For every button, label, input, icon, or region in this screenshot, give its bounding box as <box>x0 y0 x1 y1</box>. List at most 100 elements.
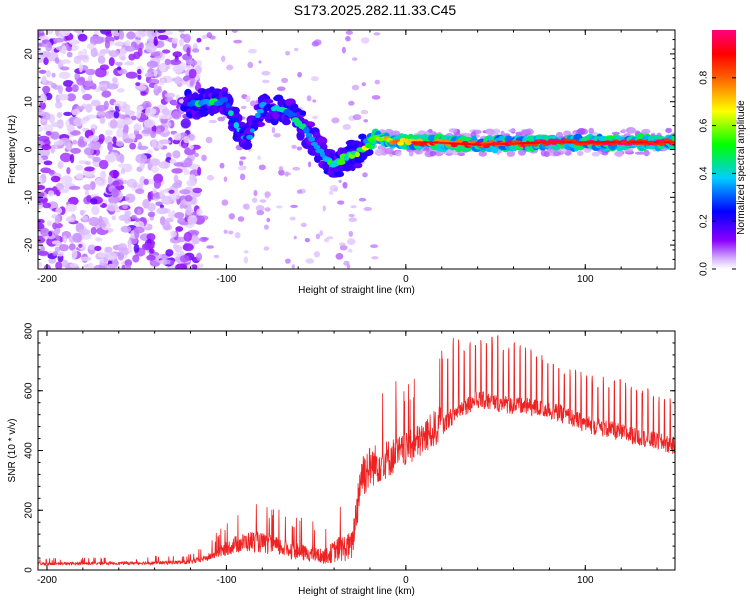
noise-blob <box>285 50 291 56</box>
noise-blob <box>94 245 102 252</box>
noise-blob <box>171 209 176 220</box>
noise-blob <box>247 61 254 69</box>
noise-blob <box>339 242 346 247</box>
noise-blob <box>141 243 154 251</box>
noise-blob <box>39 101 46 111</box>
noise-blob <box>360 37 370 44</box>
noise-blob <box>159 189 165 199</box>
noise-blob <box>147 211 156 218</box>
noise-blob <box>51 240 61 245</box>
noise-blob <box>263 224 269 230</box>
noise-blob <box>348 100 355 106</box>
noise-blob <box>591 151 600 157</box>
noise-blob <box>54 246 61 253</box>
noise-blob <box>105 153 117 162</box>
noise-blob <box>178 30 186 33</box>
noise-blob <box>38 223 45 230</box>
noise-blob <box>164 92 176 98</box>
noise-blob <box>60 152 72 163</box>
noise-blob <box>341 46 346 54</box>
noise-blob <box>417 130 427 136</box>
noise-blob <box>108 195 120 204</box>
noise-blob <box>98 223 107 228</box>
colorbar-tick-label: 0.6 <box>699 118 710 132</box>
noise-blob <box>621 128 626 134</box>
noise-blob <box>38 245 42 253</box>
noise-blob <box>219 162 225 169</box>
noise-blob <box>258 60 262 64</box>
noise-blob <box>50 82 57 89</box>
noise-blob <box>261 70 271 76</box>
noise-blob <box>120 56 126 61</box>
noise-blob <box>191 236 200 245</box>
noise-blob <box>67 196 79 206</box>
noise-blob <box>173 162 185 167</box>
ridge-halo <box>304 121 316 128</box>
noise-blob <box>90 198 98 205</box>
noise-blob <box>169 59 182 66</box>
noise-blob <box>577 150 584 156</box>
noise-blob <box>358 197 367 202</box>
noise-blob <box>38 148 50 158</box>
noise-blob <box>98 83 109 91</box>
top-xtick-label: -200 <box>37 274 57 285</box>
noise-blob <box>285 258 291 264</box>
noise-blob <box>345 35 351 42</box>
ridge-halo <box>241 141 253 150</box>
colorbar-tick-label: 0.4 <box>699 166 710 180</box>
colorbar-tick-label: 0.8 <box>699 70 710 84</box>
noise-blob <box>135 82 141 87</box>
noise-blob <box>126 31 136 40</box>
noise-blob <box>78 228 91 236</box>
noise-blob <box>183 169 190 175</box>
noise-blob <box>546 149 555 153</box>
noise-blob <box>206 174 215 181</box>
noise-blob <box>124 61 135 66</box>
ridge-core <box>303 126 310 134</box>
noise-blob <box>158 161 171 169</box>
noise-blob <box>83 81 95 87</box>
noise-blob <box>448 128 458 133</box>
noise-blob <box>119 114 126 120</box>
noise-blob <box>121 264 126 269</box>
bottom-ytick-label: 0 <box>24 567 35 573</box>
noise-blob <box>172 65 185 73</box>
noise-blob <box>159 114 171 120</box>
noise-blob <box>374 79 380 85</box>
noise-blob <box>183 33 191 44</box>
noise-blob <box>294 47 299 52</box>
noise-blob <box>70 130 81 136</box>
noise-blob <box>276 86 286 92</box>
noise-blob <box>239 156 247 160</box>
noise-blob <box>101 90 112 98</box>
noise-blob <box>508 129 516 133</box>
noise-blob <box>292 166 301 171</box>
noise-blob <box>106 83 119 90</box>
noise-blob <box>223 176 228 182</box>
ridge-core <box>251 121 259 128</box>
noise-blob <box>155 128 162 135</box>
noise-blob <box>150 165 159 174</box>
noise-blob <box>124 210 132 217</box>
noise-blob <box>109 169 120 179</box>
noise-blob <box>172 150 181 159</box>
noise-blob <box>231 30 238 33</box>
noise-blob <box>374 149 384 156</box>
top-ytick-label: -20 <box>24 237 35 252</box>
noise-blob <box>58 244 69 252</box>
noise-blob <box>171 168 183 174</box>
noise-blob <box>75 164 84 171</box>
ridge-halo <box>298 110 307 116</box>
noise-blob <box>72 232 82 243</box>
noise-blob <box>189 144 194 150</box>
noise-blob <box>520 129 527 136</box>
noise-blob <box>185 59 194 65</box>
noise-blob <box>65 86 73 93</box>
noise-blob <box>552 151 562 156</box>
noise-blob <box>642 151 651 155</box>
noise-blob <box>190 264 198 269</box>
noise-blob <box>371 95 381 100</box>
noise-blob <box>80 256 92 262</box>
noise-blob <box>95 177 107 187</box>
